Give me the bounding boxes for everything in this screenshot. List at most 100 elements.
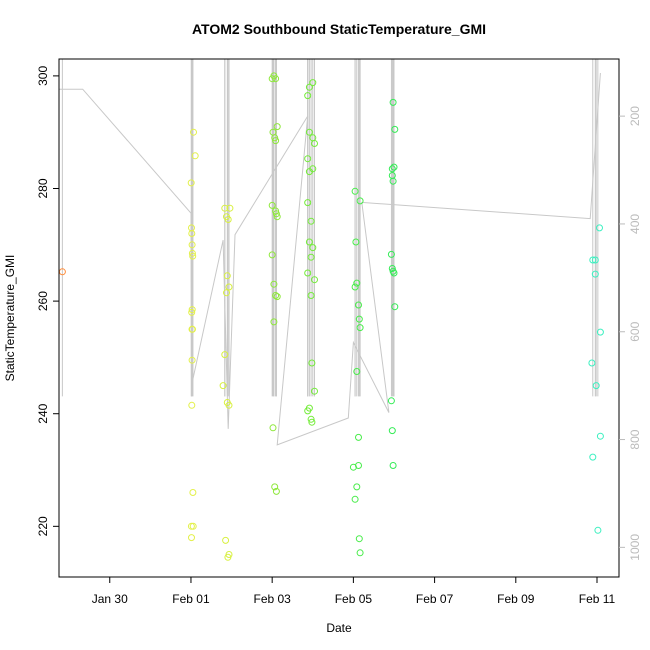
data-point <box>268 201 276 209</box>
pressure-lines <box>59 59 601 446</box>
data-point <box>305 404 313 412</box>
data-point <box>189 252 197 260</box>
data-point <box>389 177 397 185</box>
chart-title: ATOM2 Southbound StaticTemperature_GMI <box>192 21 486 37</box>
data-point <box>308 418 316 426</box>
data-point <box>189 522 197 530</box>
data-point <box>355 433 362 441</box>
data-point <box>592 382 600 390</box>
y2-tick-label: 600 <box>628 321 642 341</box>
data-point <box>390 269 398 277</box>
data-point <box>188 401 196 409</box>
data-point <box>596 328 604 336</box>
data-point <box>226 204 234 212</box>
data-point <box>224 553 232 561</box>
data-point <box>355 301 362 309</box>
data-point <box>304 199 312 207</box>
data-points <box>58 72 604 561</box>
data-point <box>304 269 312 277</box>
y2-tick-label: 800 <box>628 429 642 449</box>
data-point <box>311 276 318 284</box>
data-point <box>591 270 599 278</box>
data-point <box>307 292 315 299</box>
data-point <box>352 238 360 246</box>
data-point <box>187 179 195 187</box>
x-tick-label: Jan 30 <box>92 592 128 606</box>
data-point <box>224 216 232 223</box>
data-point <box>355 535 363 543</box>
x-tick-label: Feb 03 <box>253 592 291 606</box>
data-point <box>225 401 233 409</box>
data-point <box>188 534 195 542</box>
data-point <box>272 292 280 299</box>
x-axis-label: Date <box>326 621 352 635</box>
data-point <box>305 238 313 246</box>
data-point <box>188 306 196 314</box>
data-point <box>270 280 278 288</box>
data-point <box>388 165 396 173</box>
x-tick-label: Feb 01 <box>172 592 210 606</box>
data-point <box>353 368 361 375</box>
y2-tick-label: 400 <box>628 214 642 234</box>
data-point <box>219 382 227 390</box>
data-point <box>308 359 316 367</box>
data-point <box>225 283 233 291</box>
data-point <box>589 256 597 264</box>
data-point <box>272 75 280 83</box>
data-point <box>268 251 276 259</box>
data-point <box>591 256 599 264</box>
data-point <box>305 83 313 91</box>
data-point <box>307 217 315 225</box>
data-point <box>355 462 362 469</box>
data-point <box>188 241 196 249</box>
x-tick-label: Feb 05 <box>335 592 373 606</box>
y-axis-label: StaticTemperature_GMI <box>3 255 17 382</box>
data-point <box>223 289 230 297</box>
data-point <box>356 549 364 557</box>
data-point <box>304 155 312 163</box>
data-point <box>351 283 359 291</box>
x-tick-label: Feb 07 <box>416 592 454 606</box>
data-point <box>189 489 197 496</box>
data-point <box>387 397 395 405</box>
y-tick-label: 240 <box>36 403 50 423</box>
data-point <box>391 125 399 133</box>
data-point <box>309 79 317 87</box>
data-point <box>311 140 318 147</box>
data-point <box>388 265 396 272</box>
x-axis: Jan 30 Feb 01 Feb 03 Feb 05 Feb 07 Feb 09 Feb … <box>92 577 616 606</box>
data-point <box>271 134 279 142</box>
data-point <box>356 197 364 205</box>
x-tick-label: Feb 11 <box>579 592 616 606</box>
data-point <box>188 308 196 316</box>
data-point <box>309 165 317 173</box>
data-point <box>305 128 313 136</box>
data-point <box>221 204 229 212</box>
data-point <box>191 152 199 160</box>
data-point <box>273 293 281 301</box>
data-point <box>222 536 230 544</box>
data-point <box>588 359 596 367</box>
y-tick-label: 260 <box>36 291 50 311</box>
data-point <box>188 249 196 257</box>
data-point <box>390 163 398 171</box>
data-point <box>223 272 231 280</box>
data-point <box>388 427 396 435</box>
data-point <box>353 483 361 491</box>
data-point <box>389 462 397 469</box>
data-point <box>273 213 281 221</box>
data-point <box>270 318 278 326</box>
data-point <box>309 244 317 252</box>
data-point <box>221 351 229 359</box>
data-point <box>271 483 279 491</box>
data-point <box>272 487 280 495</box>
data-point <box>389 98 397 106</box>
data-point <box>307 253 315 261</box>
data-point <box>596 224 603 232</box>
data-point <box>272 210 280 218</box>
data-point <box>391 303 399 311</box>
data-point <box>355 315 363 323</box>
data-point <box>594 526 602 534</box>
